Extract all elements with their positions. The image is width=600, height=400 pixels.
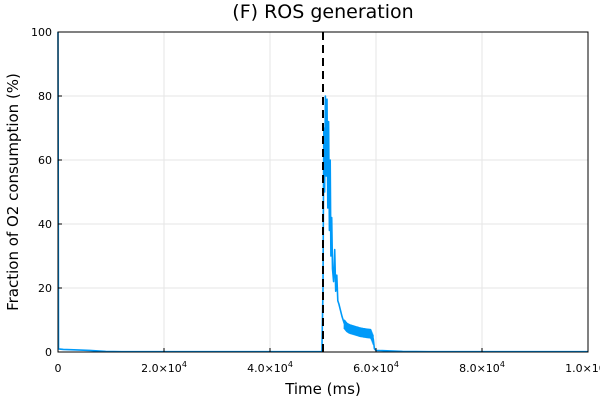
x-tick-label: 2.0×104	[141, 360, 187, 375]
x-axis-title: Time (ms)	[284, 380, 361, 398]
y-tick-label: 80	[38, 90, 52, 103]
oscillation-band	[343, 319, 374, 346]
plot-frame	[57, 31, 589, 353]
x-tick-label: 0	[55, 362, 62, 375]
x-axis: 0 2.0×104 4.0×104 6.0×104 8.0×104 1.0×105	[55, 348, 600, 375]
y-tick-label: 0	[45, 346, 52, 359]
y-axis: 0 20 40 60 80 100	[31, 26, 62, 359]
chart-title: (F) ROS generation	[232, 1, 413, 23]
y-tick-label: 20	[38, 282, 52, 295]
x-tick-label: 4.0×104	[247, 360, 293, 375]
x-tick-label: 1.0×105	[565, 360, 600, 375]
y-tick-label: 40	[38, 218, 52, 231]
x-tick-label: 8.0×104	[459, 360, 505, 375]
y-tick-label: 60	[38, 154, 52, 167]
x-tick-label: 6.0×104	[353, 360, 399, 375]
y-axis-title: Fraction of O2 consumption (%)	[4, 73, 22, 311]
y-tick-label: 100	[31, 26, 52, 39]
